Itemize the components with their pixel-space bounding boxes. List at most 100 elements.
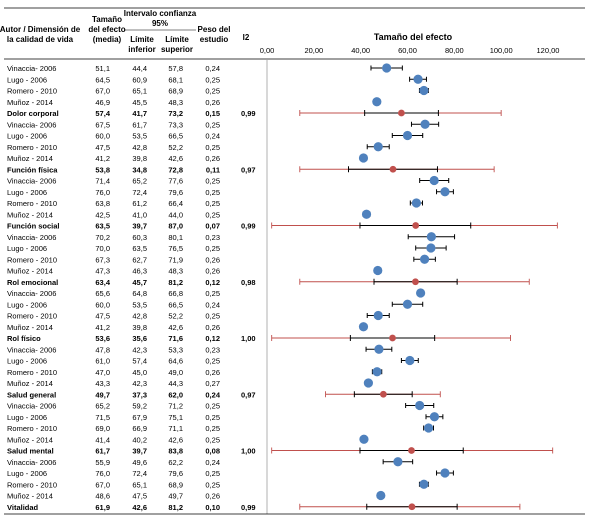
row-i2-cell: 0,99 <box>241 222 256 231</box>
row-label-cell: Vinaccia- 2006 <box>7 345 56 354</box>
row-effect-cell: 47,5 <box>95 143 110 152</box>
study-point <box>373 265 383 276</box>
row-upper-cell: 62,0 <box>168 390 183 399</box>
row-upper-cell: 52,2 <box>168 312 183 321</box>
row-upper-cell: 71,2 <box>168 402 183 411</box>
row-weight-cell: 0,26 <box>205 323 220 332</box>
row-effect-cell: 55,9 <box>95 458 110 467</box>
row-lower-cell: 65,2 <box>132 177 147 186</box>
row-effect-cell: 53,8 <box>95 165 110 174</box>
row-upper-cell: 73,2 <box>168 109 183 118</box>
row-upper-cell: 76,5 <box>168 244 183 253</box>
row-upper-cell: 73,3 <box>168 120 183 129</box>
row-effect-cell: 48,6 <box>95 492 110 501</box>
row-lower-cell: 39,7 <box>132 222 147 231</box>
row-upper-cell: 64,6 <box>168 357 183 366</box>
row-upper-cell: 68,9 <box>168 480 183 489</box>
row-lower-cell: 42,8 <box>132 312 147 321</box>
row-weight-cell: 0,24 <box>205 458 220 467</box>
row-label-cell: Salud mental <box>7 447 54 456</box>
row-lower-cell: 61,7 <box>132 120 147 129</box>
row-label-cell: Muñoz - 2014 <box>7 492 53 501</box>
row-weight-cell: 0,24 <box>205 390 220 399</box>
row-lower-cell: 49,6 <box>132 458 147 467</box>
row-upper-cell: 81,2 <box>168 278 183 287</box>
row-effect-cell: 70,2 <box>95 233 110 242</box>
table-headers: Autor / Dimensión de la calidad de vida … <box>0 7 585 60</box>
row-label-cell: Dolor corporal <box>7 109 59 118</box>
row-label-cell: Función física <box>7 165 58 174</box>
row-lower-cell: 39,8 <box>132 323 147 332</box>
row-lower-cell: 53,5 <box>132 132 147 141</box>
row-effect-cell: 43,3 <box>95 379 110 388</box>
row-label-cell: Vinaccia- 2006 <box>7 458 56 467</box>
row-label-cell: Romero - 2010 <box>7 312 57 321</box>
row-label-cell: Salud general <box>7 390 56 399</box>
row-label-cell: Rol emocional <box>7 278 58 287</box>
summary-point <box>398 109 405 117</box>
row-weight-cell: 0,26 <box>205 98 220 107</box>
row-lower-cell: 45,7 <box>132 278 147 287</box>
row-effect-cell: 60,0 <box>95 300 110 309</box>
row-effect-cell: 47,5 <box>95 312 110 321</box>
row-label-cell: Lugo - 2006 <box>7 357 47 366</box>
row-lower-cell: 65,1 <box>132 87 147 96</box>
row-upper-cell: 71,1 <box>168 424 183 433</box>
header-author-line2: la calidad de vida <box>7 35 74 44</box>
row-label-cell: Vitalidad <box>7 503 39 512</box>
row-i2-cell: 0,99 <box>241 109 256 118</box>
x-tick-label: 100,00 <box>490 46 513 55</box>
row-label-cell: Muñoz - 2014 <box>7 98 53 107</box>
row-upper-cell: 66,8 <box>168 289 183 298</box>
study-point <box>372 97 382 107</box>
row-lower-cell: 61,2 <box>132 199 147 208</box>
row-lower-cell: 39,8 <box>132 154 147 163</box>
header-upper-line1: Límite <box>165 35 189 44</box>
row-upper-cell: 53,3 <box>168 345 183 354</box>
header-ci-line1: Intervalo confianza <box>124 9 197 18</box>
row-label-cell: Lugo - 2006 <box>7 132 47 141</box>
row-effect-cell: 46,9 <box>95 98 110 107</box>
row-upper-cell: 79,6 <box>168 469 183 478</box>
row-label-cell: Vinaccia- 2006 <box>7 120 56 129</box>
row-lower-cell: 64,8 <box>132 289 147 298</box>
row-upper-cell: 72,8 <box>168 165 183 174</box>
summary-point <box>412 278 419 286</box>
x-axis: 0,00 20,00 40,00 60,00 80,00 100,00 120,00 <box>260 46 559 514</box>
row-weight-cell: 0,26 <box>205 492 220 501</box>
row-weight-cell: 0,24 <box>205 132 220 141</box>
study-point <box>419 85 429 96</box>
row-i2-cell: 1,00 <box>241 334 256 343</box>
row-upper-cell: 81,2 <box>168 503 183 512</box>
row-upper-cell: 42,6 <box>168 435 183 444</box>
row-label-cell: Vinaccia- 2006 <box>7 64 56 73</box>
row-weight-cell: 0,10 <box>205 503 220 512</box>
row-weight-cell: 0,25 <box>205 143 220 152</box>
header-weight-line1: Peso del <box>198 25 231 34</box>
row-i2-cell: 0,97 <box>241 390 256 399</box>
row-label-cell: Muñoz - 2014 <box>7 379 53 388</box>
row-effect-cell: 42,5 <box>95 210 110 219</box>
summary-point <box>412 222 420 229</box>
row-label-cell: Vinaccia- 2006 <box>7 289 56 298</box>
x-tick-label: 40,00 <box>351 46 370 55</box>
row-label-cell: Romero - 2010 <box>7 368 57 377</box>
row-upper-cell: 79,6 <box>168 188 183 197</box>
row-i2-cell: 0,97 <box>241 165 256 174</box>
row-lower-cell: 42,8 <box>132 143 147 152</box>
row-lower-cell: 35,6 <box>132 334 147 343</box>
row-weight-cell: 0,25 <box>205 244 220 253</box>
study-point <box>419 254 430 264</box>
summary-point <box>389 334 396 342</box>
row-lower-cell: 60,3 <box>132 233 147 242</box>
row-effect-cell: 41,2 <box>95 323 110 332</box>
row-upper-cell: 42,6 <box>168 323 183 332</box>
row-upper-cell: 75,1 <box>168 413 183 422</box>
study-point <box>363 378 373 388</box>
row-effect-cell: 61,0 <box>95 357 110 366</box>
study-point <box>405 355 415 366</box>
row-lower-cell: 46,3 <box>132 267 147 276</box>
study-point <box>413 74 423 84</box>
row-effect-cell: 67,3 <box>95 255 110 264</box>
